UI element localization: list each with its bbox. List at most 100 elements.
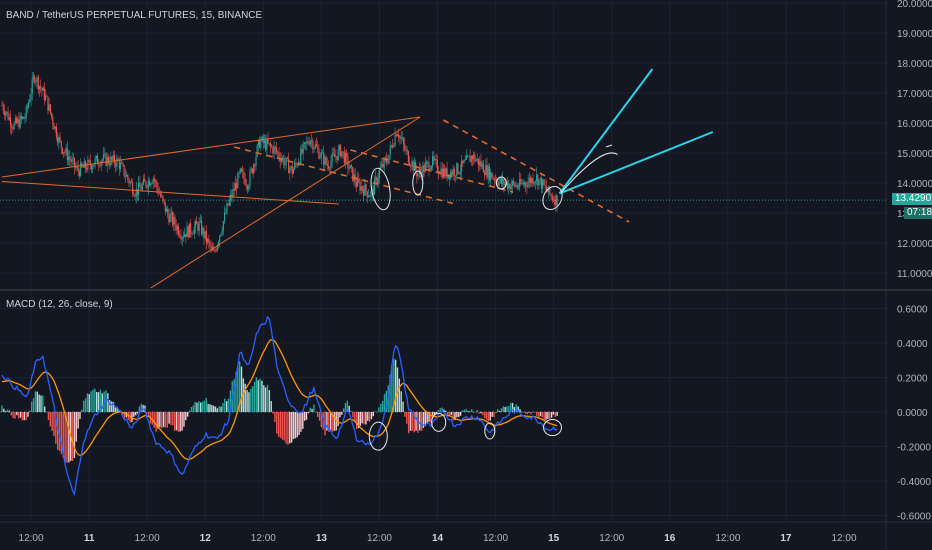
- macd-histogram-bar: [316, 412, 319, 417]
- candle: [35, 78, 37, 87]
- candle-body: [329, 168, 331, 170]
- candle: [188, 223, 191, 238]
- candle-body: [18, 119, 20, 128]
- candle-body: [260, 140, 262, 148]
- candle-body: [109, 163, 111, 166]
- macd-histogram-bar: [472, 411, 475, 413]
- candle: [210, 240, 212, 253]
- candle-body: [88, 160, 90, 161]
- macd-histogram-bar: [159, 412, 161, 428]
- candle: [363, 185, 365, 202]
- candle-body: [147, 180, 149, 189]
- candle-body: [523, 182, 526, 185]
- candle: [301, 143, 303, 156]
- candle-body: [250, 168, 252, 172]
- macd-histogram-bar: [296, 412, 298, 438]
- candle: [318, 143, 320, 160]
- candle: [1, 100, 3, 106]
- candle-body: [254, 165, 256, 166]
- macd-histogram-bar: [400, 391, 402, 412]
- candle: [441, 162, 443, 180]
- macd-histogram-bar: [272, 412, 274, 414]
- macd-tick-label: -0.2000: [897, 443, 931, 454]
- candle: [376, 175, 378, 188]
- candle-body: [350, 165, 353, 167]
- candle: [400, 130, 402, 145]
- candle: [537, 173, 539, 190]
- candle: [11, 123, 13, 135]
- candle-body: [51, 112, 53, 117]
- candle-body: [194, 220, 197, 227]
- candle-body: [419, 169, 422, 172]
- candle-body: [410, 165, 412, 167]
- candle-body: [231, 194, 233, 198]
- candle: [207, 237, 209, 246]
- candle-body: [526, 185, 528, 187]
- macd-histogram-bar: [517, 406, 519, 412]
- macd-histogram-bar: [227, 398, 230, 412]
- price-tick-label: 19.0000: [897, 29, 932, 40]
- candle-body: [422, 165, 424, 178]
- macd-histogram-bar: [498, 410, 501, 412]
- candle: [40, 79, 42, 93]
- macd-histogram-bar: [201, 401, 204, 412]
- time-tick-label: 12:00: [483, 533, 508, 544]
- candle-body: [404, 144, 406, 150]
- macd-histogram-bar: [328, 412, 330, 432]
- candle-body: [469, 155, 471, 163]
- candle: [203, 225, 205, 246]
- candle-body: [453, 169, 455, 176]
- candle-body: [155, 181, 157, 182]
- macd-histogram-bar: [441, 407, 443, 412]
- candle-body: [533, 182, 535, 185]
- candle-body: [386, 158, 388, 163]
- symbol-legend[interactable]: BAND / TetherUS PERPETUAL FUTURES, 15, B…: [6, 10, 263, 21]
- macd-histogram-bar: [205, 397, 207, 412]
- candle-body: [493, 178, 495, 181]
- candle-body: [289, 168, 291, 174]
- time-tick-label: 12:00: [715, 533, 740, 544]
- macd-histogram-bar: [250, 388, 252, 412]
- hand-drawn-arrow: [561, 144, 618, 193]
- highlight-circle: [484, 422, 496, 440]
- macd-axis[interactable]: 0.6000 0.4000 0.2000 0.0000 -0.2000 -0.4000 -0…: [897, 304, 931, 522]
- candle: [60, 140, 62, 155]
- candle: [163, 198, 165, 206]
- candle-body: [290, 165, 292, 169]
- candle-body: [416, 170, 418, 177]
- candle: [491, 172, 493, 179]
- macd-histogram-bar: [526, 412, 529, 415]
- candle: [259, 136, 261, 149]
- candle-body: [444, 168, 446, 177]
- macd-histogram-bar: [31, 401, 33, 412]
- macd-histogram-bar: [183, 412, 185, 427]
- time-axis[interactable]: 12:00 11 12:00 12 12:00 13 12:00 14 12:00 15 12:00…: [19, 533, 857, 544]
- macd-pane[interactable]: [0, 315, 563, 496]
- candle: [196, 215, 198, 225]
- candle-body: [481, 163, 483, 167]
- macd-histogram-bar: [307, 412, 310, 414]
- macd-histogram-bar: [155, 412, 157, 432]
- candle-body: [179, 234, 181, 237]
- candle: [303, 141, 305, 150]
- candle: [223, 205, 226, 225]
- candle-body: [545, 185, 547, 191]
- candle-body: [534, 181, 536, 183]
- candle-body: [259, 139, 261, 148]
- candle-body: [341, 151, 343, 157]
- candle: [539, 177, 541, 185]
- candle-body: [276, 147, 278, 152]
- macd-legend[interactable]: MACD (12, 26, close, 9): [6, 299, 113, 310]
- candle: [480, 153, 482, 170]
- candle: [532, 173, 534, 187]
- candle-body: [446, 168, 448, 179]
- price-pane[interactable]: [0, 68, 886, 294]
- candle-body: [40, 86, 42, 89]
- candle: [325, 155, 327, 166]
- candle: [312, 137, 314, 154]
- candle-body: [157, 187, 159, 194]
- candle: [435, 153, 437, 168]
- macd-histogram-bar: [194, 401, 196, 412]
- candle: [531, 176, 533, 188]
- candle: [399, 135, 401, 145]
